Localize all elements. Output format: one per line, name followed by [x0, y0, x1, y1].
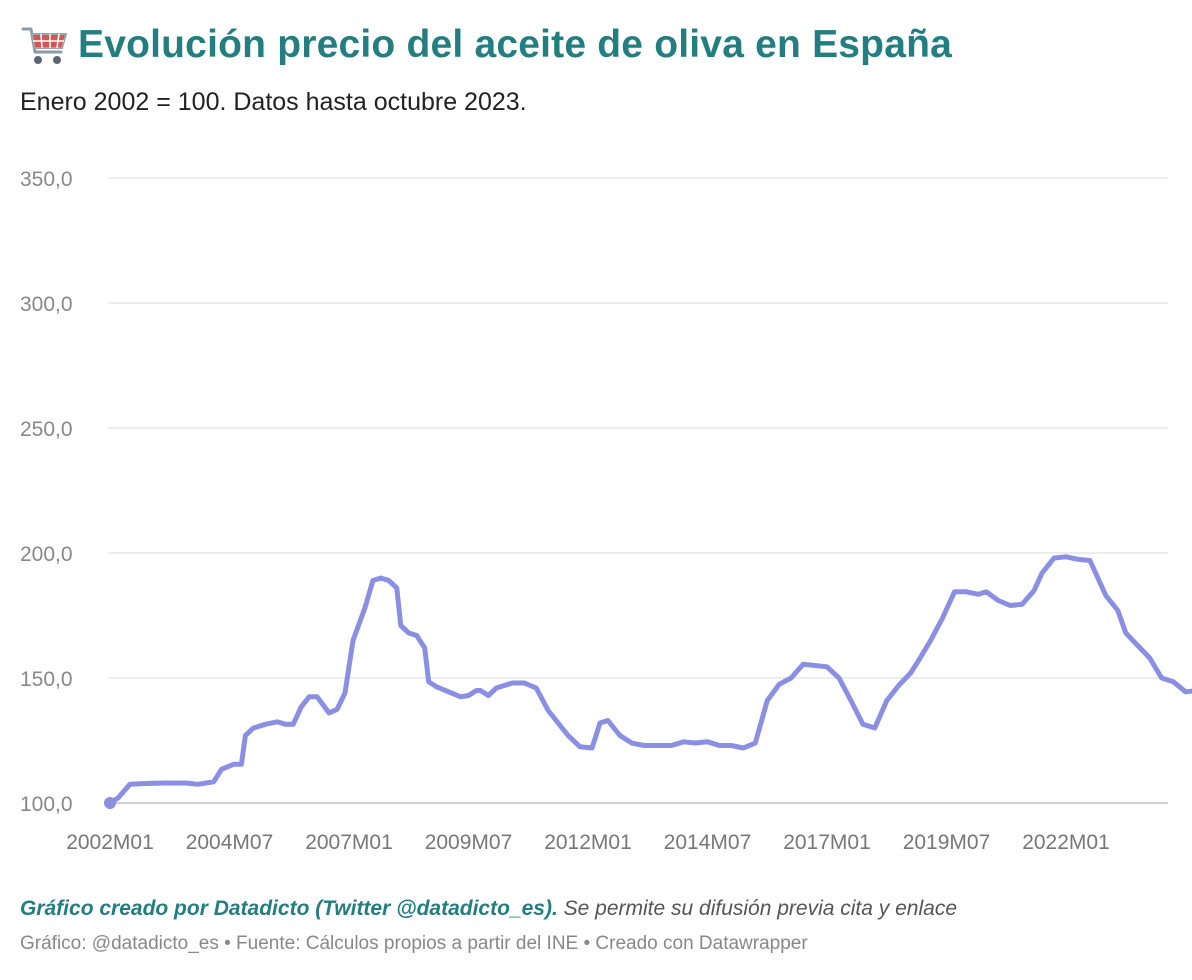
y-tick-label: 100,0 — [20, 793, 73, 816]
x-tick-label: 2009M07 — [425, 831, 513, 854]
x-tick-label: 2019M07 — [903, 831, 991, 854]
chart-title: Evolución precio del aceite de oliva en … — [78, 23, 952, 66]
title-row: Evolución precio del aceite de oliva en … — [20, 18, 1172, 72]
x-tick-label: 2017M01 — [783, 831, 871, 854]
x-tick-label: 2004M07 — [186, 831, 274, 854]
credit-line: Gráfico creado por Datadicto (Twitter @d… — [20, 897, 1172, 921]
x-tick-label: 2014M07 — [664, 831, 752, 854]
y-tick-label: 150,0 — [20, 668, 73, 691]
y-tick-label: 250,0 — [20, 418, 73, 441]
y-tick-label: 300,0 — [20, 293, 73, 316]
start-point-marker — [104, 797, 116, 809]
source-line: Gráfico: @datadicto_es • Fuente: Cálculo… — [20, 933, 808, 954]
chart-footer: Gráfico creado por Datadicto (Twitter @d… — [20, 897, 1172, 955]
y-tick-label: 200,0 — [20, 543, 73, 566]
y-tick-label: 350,0 — [20, 168, 73, 191]
chart-header: Evolución precio del aceite de oliva en … — [20, 18, 1172, 117]
shopping-cart-icon — [21, 27, 68, 64]
chart-subtitle: Enero 2002 = 100. Datos hasta octubre 20… — [20, 88, 527, 116]
x-tick-label: 2022M01 — [1022, 831, 1110, 854]
line-chart: 100,0 150,0 200,0 250,0 300,0 350,0 2002M01 200… — [20, 168, 1192, 854]
x-tick-label: 2002M01 — [66, 831, 154, 854]
credit-note: Se permite su difusión previa cita y enl… — [557, 897, 958, 920]
credit-author: Gráfico creado por Datadicto (Twitter @d… — [20, 897, 558, 920]
x-tick-label: 2007M01 — [305, 831, 393, 854]
x-tick-label: 2012M01 — [544, 831, 632, 854]
price-index-line — [107, 554, 1192, 806]
